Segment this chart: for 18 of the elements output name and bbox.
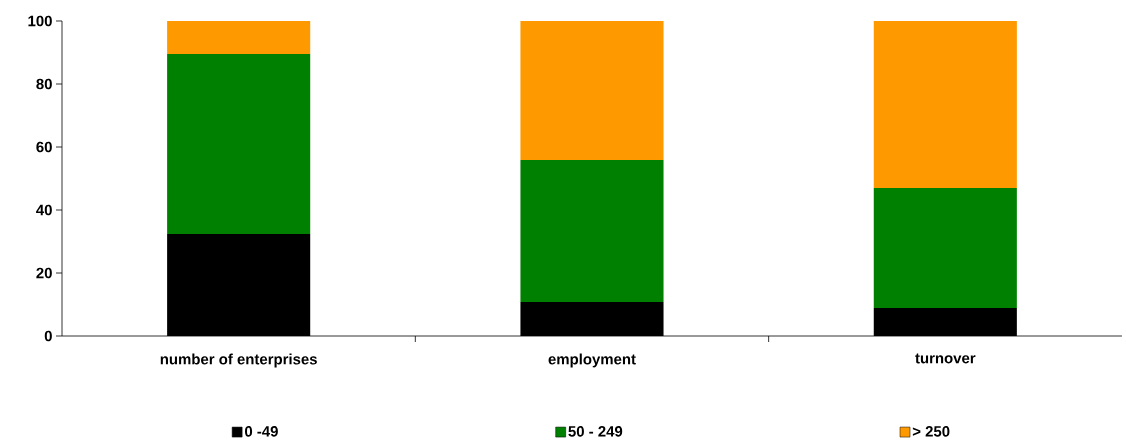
bar <box>873 21 1017 188</box>
x-tick-label: turnover <box>915 353 976 364</box>
y-tick-label: 20 <box>36 267 52 279</box>
bar <box>520 21 664 160</box>
bar <box>167 54 311 234</box>
bar <box>167 21 311 55</box>
y-tick-label: 60 <box>36 141 52 153</box>
y-tick-label: 80 <box>36 78 52 90</box>
legend-label: > 250 <box>912 426 950 437</box>
x-tick-label: number of enterprises <box>160 353 317 368</box>
bar <box>873 187 1017 308</box>
legend-label: 50 - 249 <box>568 426 623 437</box>
bar <box>520 159 664 302</box>
legend-label: 0 -49 <box>244 426 278 437</box>
y-tick-label: 0 <box>44 330 52 342</box>
y-tick-label: 40 <box>36 204 52 216</box>
x-tick-label: employment <box>548 353 636 368</box>
y-tick-label: 100 <box>28 15 52 27</box>
